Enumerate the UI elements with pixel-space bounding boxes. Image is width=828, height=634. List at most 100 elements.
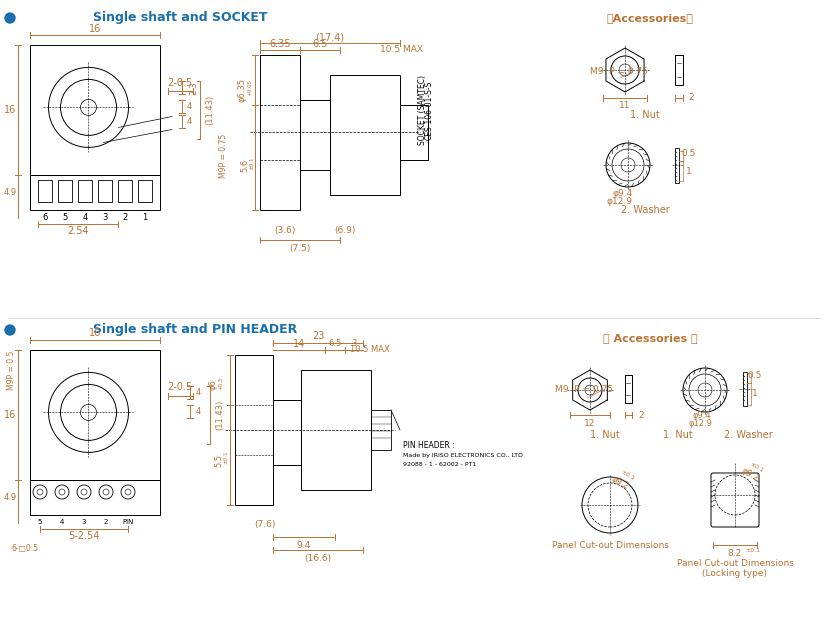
Text: Single shaft and PIN HEADER: Single shaft and PIN HEADER: [93, 323, 296, 337]
Text: 6.35: 6.35: [269, 39, 291, 49]
Text: +0.5: +0.5: [219, 376, 224, 390]
Text: 1. Nut: 1. Nut: [629, 110, 659, 120]
Bar: [301, 370, 371, 490]
Text: 3: 3: [351, 339, 356, 349]
Text: 5-2.54: 5-2.54: [68, 531, 99, 541]
Text: 6: 6: [42, 214, 48, 223]
Text: 9.4: 9.4: [296, 541, 310, 550]
Bar: [260, 55, 300, 210]
Text: (7.5): (7.5): [289, 243, 310, 252]
Text: Made by IRISO ELECTRONICS CO., LTD: Made by IRISO ELECTRONICS CO., LTD: [402, 453, 522, 458]
Text: ±0.1: ±0.1: [619, 469, 635, 481]
Text: 8.2: 8.2: [727, 550, 741, 559]
Circle shape: [5, 13, 15, 23]
Text: CES-106-01-S-S: CES-106-01-S-S: [425, 81, 434, 139]
Bar: [234, 355, 272, 505]
Text: 10.5 MAX: 10.5 MAX: [379, 46, 422, 55]
Text: 2: 2: [104, 519, 108, 525]
Bar: [272, 400, 301, 465]
Text: 1: 1: [751, 389, 757, 399]
Text: ±0.1: ±0.1: [744, 548, 759, 553]
Text: φ6: φ6: [209, 380, 217, 391]
Text: SOCKET (SAMTEC): SOCKET (SAMTEC): [417, 75, 426, 145]
Text: 2-3: 2-3: [190, 81, 198, 94]
Text: Single shaft and SOCKET: Single shaft and SOCKET: [93, 11, 267, 25]
Text: 4.9: 4.9: [3, 188, 17, 197]
Text: 2.54: 2.54: [67, 226, 89, 236]
Bar: [30, 350, 160, 480]
Bar: [118, 180, 132, 202]
Bar: [30, 175, 160, 210]
Text: (3.6): (3.6): [274, 226, 296, 235]
Text: 3: 3: [82, 519, 86, 525]
Text: (11.43): (11.43): [215, 400, 224, 430]
Text: Panel Cut-out Dimensions: Panel Cut-out Dimensions: [551, 541, 667, 550]
Text: 3: 3: [102, 214, 108, 223]
Text: (16.6): (16.6): [304, 553, 331, 562]
Text: 5.6: 5.6: [240, 158, 249, 172]
Text: 4: 4: [195, 406, 200, 416]
Text: 2: 2: [687, 93, 693, 103]
Text: 2-0.5: 2-0.5: [167, 77, 192, 87]
Bar: [58, 180, 72, 202]
Text: M9P = 0.5: M9P = 0.5: [7, 351, 17, 390]
Text: 〈 Accessories 〉: 〈 Accessories 〉: [602, 333, 696, 343]
Bar: [30, 480, 160, 515]
Text: 5: 5: [38, 519, 42, 525]
Bar: [624, 375, 631, 403]
Circle shape: [5, 325, 15, 335]
Text: 4: 4: [195, 389, 200, 398]
Text: 4: 4: [82, 214, 88, 223]
Text: 1: 1: [686, 167, 691, 176]
Bar: [78, 180, 92, 202]
Text: Panel Cut-out Dimensions: Panel Cut-out Dimensions: [676, 559, 792, 569]
Text: 6.5: 6.5: [312, 39, 327, 49]
Bar: [400, 105, 427, 160]
Text: ±0.1: ±0.1: [749, 461, 763, 473]
Text: +0.05: +0.05: [248, 79, 253, 96]
Text: 6.5: 6.5: [328, 339, 341, 349]
Text: 2: 2: [638, 410, 643, 420]
Text: 16: 16: [4, 410, 16, 420]
Text: ±0.1: ±0.1: [224, 450, 229, 463]
Text: 16: 16: [89, 328, 101, 338]
Text: 23: 23: [311, 331, 324, 341]
Text: PIN: PIN: [123, 519, 133, 525]
Text: φ9.4: φ9.4: [692, 411, 710, 420]
Bar: [742, 372, 746, 406]
Text: 92088 - 1 - 62002 - PT1: 92088 - 1 - 62002 - PT1: [402, 462, 475, 467]
Text: 1. Nut: 1. Nut: [662, 430, 692, 440]
Text: 4: 4: [60, 519, 64, 525]
Bar: [38, 180, 52, 202]
Text: (6.9): (6.9): [334, 226, 355, 235]
Text: M9  P = 0.75: M9 P = 0.75: [554, 385, 612, 394]
Text: 5.5: 5.5: [214, 453, 224, 467]
Text: 11: 11: [619, 101, 630, 110]
Text: 2. Washer: 2. Washer: [723, 430, 772, 440]
Bar: [30, 45, 160, 175]
Bar: [137, 180, 152, 202]
Text: 0.5: 0.5: [681, 148, 696, 157]
Text: 4: 4: [186, 117, 191, 126]
Text: 10.5 MAX: 10.5 MAX: [349, 346, 389, 354]
Text: 2: 2: [123, 214, 128, 223]
Text: (11.43): (11.43): [205, 95, 214, 125]
Text: PIN HEADER :: PIN HEADER :: [402, 441, 454, 450]
Bar: [674, 148, 678, 183]
Bar: [330, 75, 400, 195]
Text: 0.5: 0.5: [747, 370, 761, 380]
Text: M9P = 0.75: M9P = 0.75: [219, 133, 229, 178]
Text: φ9.2: φ9.2: [609, 474, 629, 491]
Bar: [674, 55, 682, 85]
Text: 2-0.5: 2-0.5: [167, 382, 192, 392]
Text: 1: 1: [142, 214, 147, 223]
Bar: [371, 410, 391, 450]
Text: 2. Washer: 2. Washer: [620, 205, 668, 215]
Text: 16: 16: [4, 105, 16, 115]
Text: (7.6): (7.6): [254, 521, 276, 529]
Bar: [98, 180, 112, 202]
Text: 4: 4: [186, 101, 191, 110]
Text: 6-□0.5: 6-□0.5: [12, 545, 38, 553]
Text: 1. Nut: 1. Nut: [590, 430, 619, 440]
Text: φ9.4: φ9.4: [612, 188, 633, 198]
